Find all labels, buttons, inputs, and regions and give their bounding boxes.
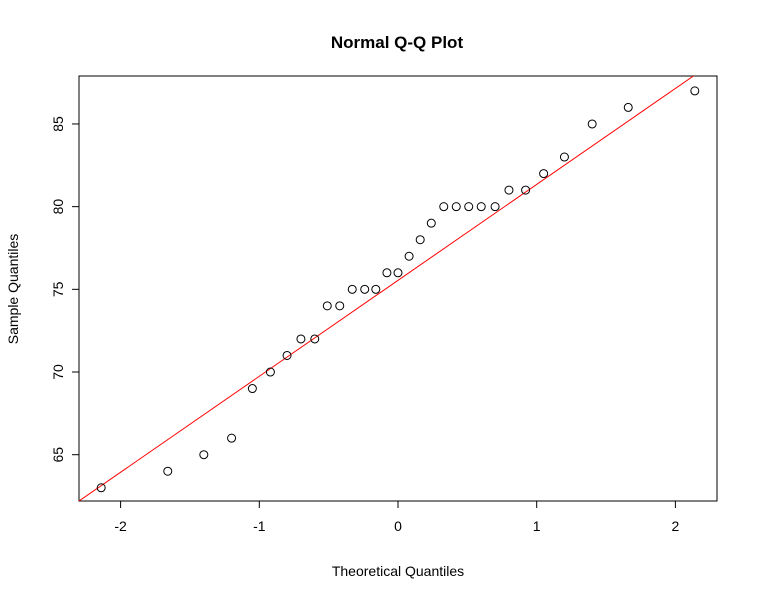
data-point — [96, 483, 106, 493]
x-tick-label: -2 — [114, 518, 127, 534]
data-point — [282, 350, 292, 360]
data-point — [426, 218, 436, 228]
data-point — [464, 202, 474, 212]
data-point — [690, 86, 700, 96]
x-tick-label: 2 — [671, 518, 679, 534]
y-tick-label: 70 — [50, 364, 66, 380]
data-point — [559, 152, 569, 162]
data-point — [296, 334, 306, 344]
data-point — [490, 202, 500, 212]
data-point — [415, 235, 425, 245]
y-tick-label: 80 — [50, 199, 66, 215]
data-point — [539, 169, 549, 179]
plot-border — [78, 75, 718, 502]
data-point — [265, 367, 275, 377]
data-point — [451, 202, 461, 212]
x-axis: -2 -1 0 1 2 — [114, 500, 679, 534]
x-tick-label: -1 — [253, 518, 266, 534]
data-point — [404, 251, 414, 261]
y-axis-title: Sample Quantiles — [5, 234, 21, 345]
x-axis-title: Theoretical Quantiles — [332, 563, 464, 579]
y-axis: 65 70 75 80 85 — [50, 116, 80, 463]
data-point — [335, 301, 345, 311]
plot-area — [78, 75, 718, 502]
y-tick-label: 75 — [50, 281, 66, 297]
data-point — [521, 185, 531, 195]
data-point — [360, 284, 370, 294]
data-point — [310, 334, 320, 344]
x-tick-label: 0 — [394, 518, 402, 534]
data-point — [623, 102, 633, 112]
data-point — [199, 450, 209, 460]
data-point — [587, 119, 597, 129]
data-point — [476, 202, 486, 212]
data-point — [504, 185, 514, 195]
data-point — [393, 268, 403, 278]
data-points — [96, 86, 700, 493]
data-point — [322, 301, 332, 311]
data-point — [227, 433, 237, 443]
y-tick-label: 65 — [50, 447, 66, 463]
data-point — [163, 466, 173, 476]
data-point — [371, 284, 381, 294]
reference-line — [79, 76, 694, 501]
data-point — [247, 384, 257, 394]
data-point — [382, 268, 392, 278]
y-tick-label: 85 — [50, 116, 66, 132]
x-tick-label: 1 — [533, 518, 541, 534]
chart-title: Normal Q-Q Plot — [331, 33, 464, 52]
data-point — [347, 284, 357, 294]
data-point — [439, 202, 449, 212]
